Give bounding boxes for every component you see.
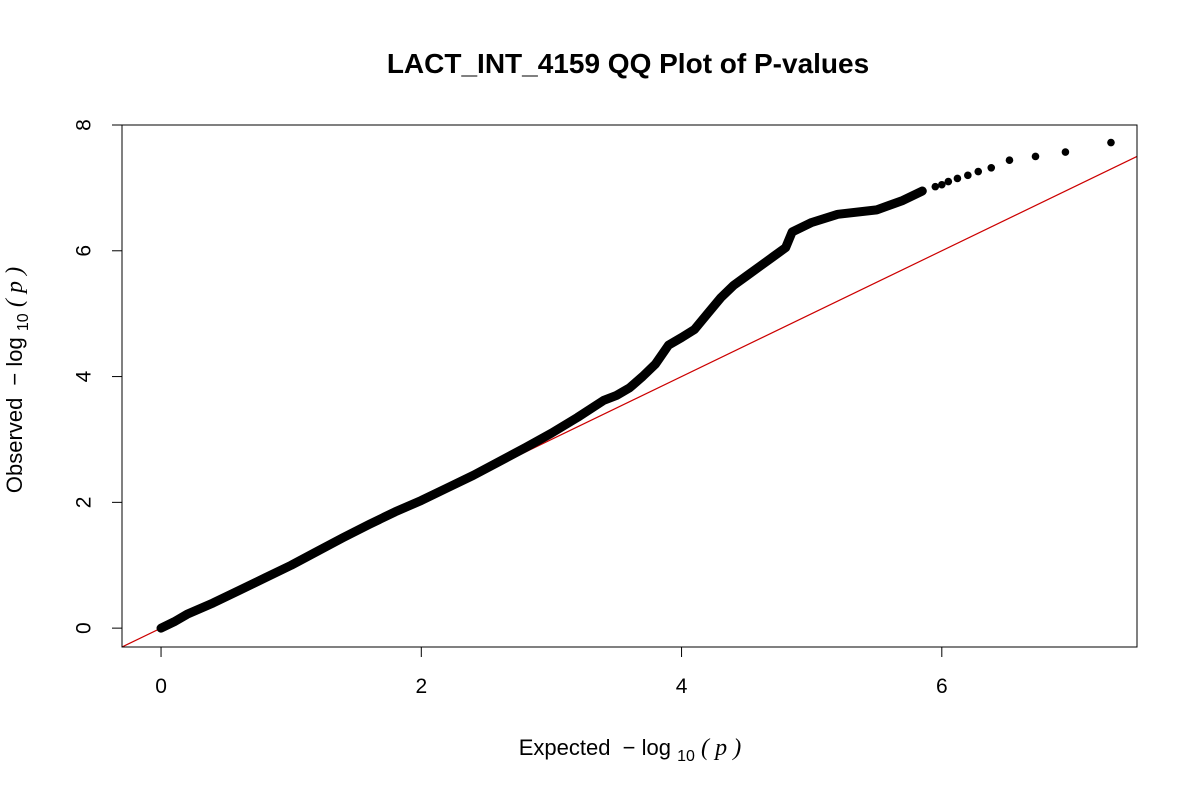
tail-point-7 — [1005, 156, 1014, 165]
y-axis-label-sub: 10 — [15, 313, 32, 331]
x-axis: 0 2 4 6 — [155, 646, 948, 698]
tail-point-10 — [1107, 138, 1115, 147]
plot-area — [121, 138, 1138, 648]
y-axis-label-open: ( — [2, 297, 28, 307]
y-axis-label: Observed − log 10 ( p ) — [2, 267, 33, 493]
tail-point-9 — [1061, 148, 1070, 156]
tail-point-2 — [944, 177, 953, 186]
y-tick-label-2: 4 — [73, 370, 96, 382]
x-tick-label-1: 2 — [415, 675, 427, 698]
x-tick-label-2: 4 — [676, 675, 688, 698]
tail-point-6 — [987, 163, 996, 172]
y-tick-label-1: 2 — [73, 497, 96, 509]
x-axis-label-log: log — [642, 735, 671, 760]
y-tick-label-3: 6 — [73, 245, 96, 257]
x-tick-label-3: 6 — [936, 675, 948, 698]
y-tick-label-4: 8 — [73, 119, 96, 131]
x-axis-label-var: p — [713, 735, 727, 761]
x-axis-label-prefix: Expected — [519, 735, 611, 760]
tail-points — [931, 138, 1115, 191]
y-axis-label-prefix: Observed — [2, 398, 27, 493]
y-tick-label-0: 0 — [73, 622, 96, 634]
x-axis-label: Expected − log 10 ( p ) — [519, 735, 742, 766]
y-axis-label-log: log — [2, 337, 27, 366]
x-axis-label-close: ) — [731, 735, 741, 761]
tail-point-8 — [1031, 152, 1040, 161]
x-axis-label-sub: 10 — [677, 748, 695, 765]
tail-point-1 — [938, 180, 946, 189]
tail-point-5 — [974, 167, 983, 176]
x-tick-label-0: 0 — [155, 675, 167, 698]
x-axis-label-minus: − — [623, 735, 636, 760]
y-axis: 0 2 4 6 8 — [73, 119, 123, 634]
observed-points-band — [156, 186, 927, 633]
tail-point-3 — [953, 174, 962, 183]
x-axis-label-open: ( — [701, 735, 711, 761]
y-axis-label-close: ) — [2, 267, 28, 277]
tail-point-4 — [964, 171, 972, 180]
chart-title: LACT_INT_4159 QQ Plot of P-values — [387, 48, 869, 79]
y-axis-label-minus: − — [2, 373, 27, 386]
tail-point-0 — [931, 182, 940, 191]
y-axis-label-var: p — [2, 281, 28, 295]
